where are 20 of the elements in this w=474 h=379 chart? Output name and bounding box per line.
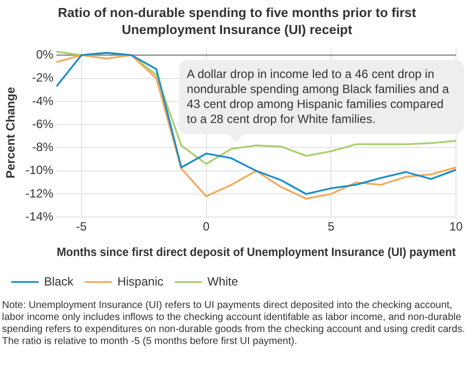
legend-label: Black xyxy=(44,274,74,288)
x-tick-label: -5 xyxy=(76,220,88,234)
y-tick-label: -12% xyxy=(25,186,54,200)
x-tick-label: 5 xyxy=(328,220,335,234)
text: Note: Unemployment Insurance (UI) refers to UI payments direct deposited into the checking account, labor income only includes inflows to the checking account identifable as labor income, and non-durable spending refers to expenditures on non-durable goods from the checking account and using credit cards. The ratio is relative to month -5 (5 months before first UI payment). xyxy=(1,299,466,348)
y-tick-label: -10% xyxy=(25,163,54,178)
y-tick-label: -14% xyxy=(25,210,54,224)
chart-title: Ratio of non-durable spending to five months prior to first Unemployment Insurance (UI) receipt xyxy=(56,4,418,38)
y-tick-label: 0% xyxy=(36,47,54,62)
legend-label: White xyxy=(207,274,238,288)
y-tick-label: -8% xyxy=(32,140,54,154)
y-tick-label: -2% xyxy=(32,70,54,85)
legend-label: Hispanic xyxy=(117,274,164,288)
y-tick-label: -6% xyxy=(32,116,54,131)
y-axis-title: Percent Change xyxy=(4,86,18,178)
annotation: A dollar drop in income led to a 46 cent drop in nondurable spending among Black families and a 43 cent drop among Hispanic families compared to a 28 cent drop for White families. xyxy=(178,60,464,134)
x-axis-title: Months since first direct deposit of Unemployment Insurance (UI) payment xyxy=(56,246,456,260)
x-tick-label: 10 xyxy=(449,220,463,234)
x-tick-label: 0 xyxy=(202,220,210,234)
y-tick-label: -4% xyxy=(32,94,54,108)
